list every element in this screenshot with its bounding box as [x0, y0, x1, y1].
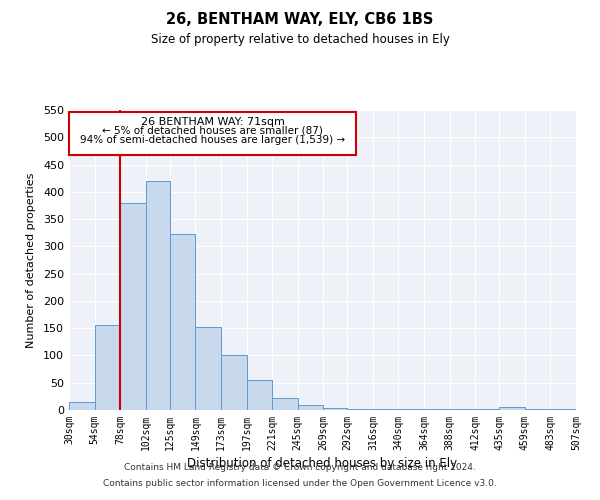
Text: Contains HM Land Registry data © Crown copyright and database right 2024.: Contains HM Land Registry data © Crown c…: [124, 464, 476, 472]
Bar: [196, 326, 221, 410]
Bar: [323, 408, 347, 410]
Bar: [499, 406, 525, 410]
Text: 94% of semi-detached houses are larger (1,539) →: 94% of semi-detached houses are larger (…: [80, 135, 345, 145]
Y-axis label: Number of detached properties: Number of detached properties: [26, 172, 36, 348]
Bar: [272, 398, 298, 410]
Bar: [69, 402, 95, 410]
Bar: [247, 380, 272, 410]
Text: Size of property relative to detached houses in Ely: Size of property relative to detached ho…: [151, 32, 449, 46]
Bar: [170, 234, 196, 410]
Bar: [221, 356, 247, 410]
Bar: [347, 409, 373, 410]
Text: ← 5% of detached houses are smaller (87): ← 5% of detached houses are smaller (87): [102, 126, 323, 136]
X-axis label: Distribution of detached houses by size in Ely: Distribution of detached houses by size …: [187, 457, 458, 470]
Bar: [120, 202, 146, 410]
Text: Contains public sector information licensed under the Open Government Licence v3: Contains public sector information licen…: [103, 478, 497, 488]
Bar: [95, 326, 120, 410]
Text: 26 BENTHAM WAY: 71sqm: 26 BENTHAM WAY: 71sqm: [140, 116, 284, 126]
FancyBboxPatch shape: [69, 112, 356, 154]
Bar: [298, 404, 323, 410]
Bar: [146, 181, 170, 410]
Bar: [398, 409, 424, 410]
Text: 26, BENTHAM WAY, ELY, CB6 1BS: 26, BENTHAM WAY, ELY, CB6 1BS: [166, 12, 434, 28]
Bar: [373, 409, 398, 410]
